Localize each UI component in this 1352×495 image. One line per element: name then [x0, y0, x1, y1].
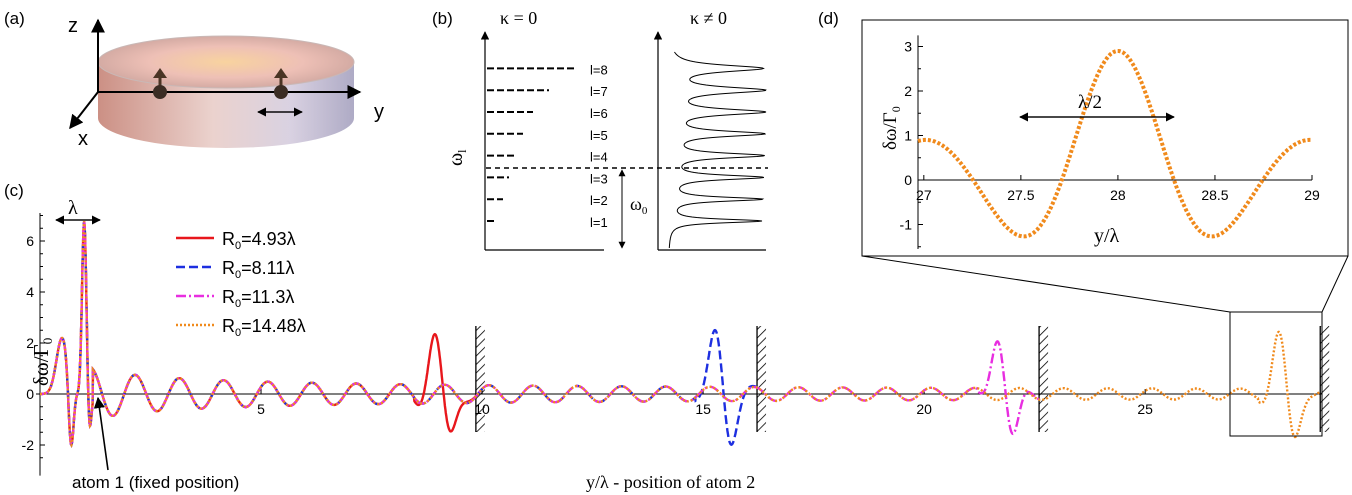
axis-z-label: z [68, 15, 78, 37]
level-label-7: l=7 [590, 84, 608, 99]
x-tick-label: 5 [257, 401, 265, 417]
level-label-5: l=5 [590, 128, 608, 143]
y-tick-label: 6 [26, 233, 34, 249]
kappa-nonzero-title: κ ≠ 0 [690, 8, 727, 28]
inset-y-tick-label: 1 [904, 128, 912, 144]
main-ylabel: δω/Γ0 [29, 338, 55, 386]
main-series [40, 221, 1321, 448]
level-label-2: l=2 [590, 193, 608, 208]
legend-label-1: R0=4.93λ [222, 229, 296, 252]
x-tick-label: 15 [695, 401, 711, 417]
x-tick-label: 25 [1137, 401, 1153, 417]
omega0-label: ω0 [630, 194, 648, 217]
x-axis [69, 91, 99, 130]
wall-hatch-3 [1039, 326, 1049, 432]
atom1-pointer-arrow [93, 396, 109, 471]
axis-x-label: x [78, 128, 88, 150]
panel-d-label: (d) [818, 9, 839, 28]
inset-x-tick-label: 27 [916, 187, 932, 203]
legend-label-2: R0=8.11λ [222, 258, 294, 281]
walls [475, 326, 1330, 432]
half-lambda-label: λ/2 [1078, 92, 1102, 113]
legend-label-3: R0=11.3λ [222, 287, 294, 310]
level-label-6: l=6 [590, 106, 608, 121]
zoom-box [1229, 311, 1323, 437]
x-tick-label: 20 [916, 401, 932, 417]
inset-x-tick-label: 28 [1110, 187, 1126, 203]
panel-d: (d) -1 0 1 2 3 27 27.5 28 28.5 29 δω/Γ0 y/λ λ/2 [818, 9, 1349, 257]
panel-c: (c) -20246510152025 λ δω/Γ0 R0=4.93λR0=8… [4, 181, 1330, 492]
inset-x-tick-label: 27.5 [1007, 187, 1034, 203]
broadened-levels-curve [668, 51, 767, 248]
inset-y-tick-label: 0 [904, 172, 912, 188]
wall-hatch-1 [475, 326, 485, 432]
level-label-4: l=4 [590, 150, 608, 165]
zoom-connector-right [1321, 255, 1349, 313]
legend: R0=4.93λ R0=8.11λ R0=11.3λ R0=14.48λ [176, 229, 306, 339]
y-tick-label: 4 [26, 284, 34, 300]
inset-frame [861, 19, 1349, 257]
inset-y-tick-label: 2 [904, 83, 912, 99]
lambda-label: λ [68, 197, 78, 219]
atom-1-icon [153, 68, 167, 99]
main-xlabel: y/λ - position of atom 2 [586, 472, 755, 492]
legend-label-4: R0=14.48λ [222, 316, 306, 339]
omega-l-label: ωl [445, 149, 469, 166]
inset-y-tick-label: 3 [904, 39, 912, 55]
y-tick-label: 0 [26, 386, 34, 402]
wall-hatch-2 [757, 326, 767, 432]
inset-x-tick-label: 29 [1304, 187, 1320, 203]
y-tick-label: -2 [22, 437, 35, 453]
inset-xlabel: y/λ [1094, 225, 1120, 247]
axis-y-label: y [374, 101, 384, 123]
atom-2-icon [274, 68, 288, 99]
inset-x-tick-label: 28.5 [1201, 187, 1228, 203]
kappa-zero-title: κ = 0 [500, 8, 537, 28]
y-tick-label: 2 [26, 335, 34, 351]
level-label-1: l=1 [590, 215, 608, 230]
series-line-2 [40, 221, 758, 448]
panel-c-label: (c) [4, 181, 24, 200]
wall-hatch-4 [1320, 326, 1330, 432]
cylinder [97, 35, 355, 148]
level-label-8: l=8 [590, 62, 608, 77]
inset-ylabel: δω/Γ0 [880, 106, 903, 150]
inset-series-line [917, 49, 1313, 239]
zoom-connector-left [861, 255, 1231, 313]
panel-b-label: (b) [432, 9, 453, 28]
inset-y-tick-label: -1 [900, 217, 913, 233]
panel-a-label: (a) [4, 9, 25, 28]
inset-axes: -1 0 1 2 3 27 27.5 28 28.5 29 [900, 35, 1320, 249]
energy-levels: l=1 l=2 l=3 l=4 l=5 l=6 l=7 l=8 [487, 62, 608, 230]
panel-a: (a) z y x [4, 9, 384, 150]
panel-b: (b) κ = 0 κ ≠ 0 ωl l=1 l=2 l=3 l=4 l=5 l=6 l=7… [432, 8, 768, 251]
level-label-3: l=3 [590, 171, 608, 186]
atom1-annotation: atom 1 (fixed position) [72, 473, 239, 492]
